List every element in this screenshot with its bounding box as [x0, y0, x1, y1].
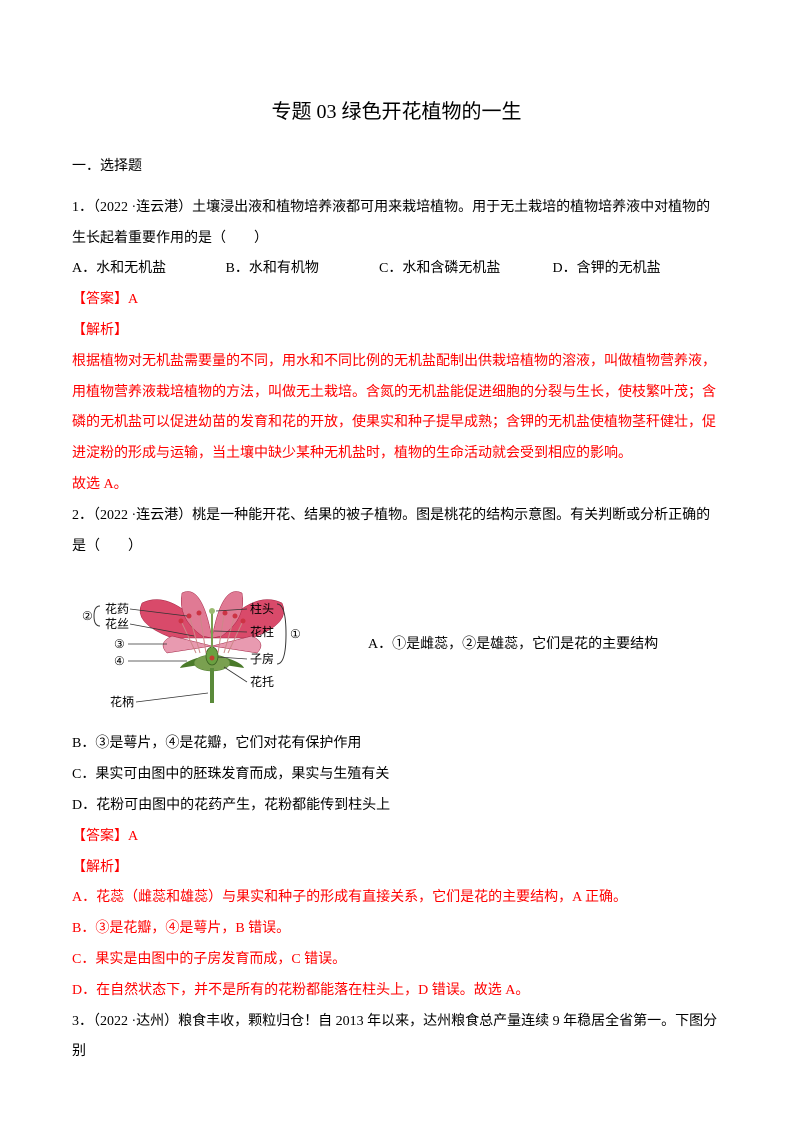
q2-stem: 2．（2022 ·连云港）桃是一种能开花、结果的被子植物。图是桃花的结构示意图。… — [72, 501, 721, 563]
label-circle-1: ① — [290, 627, 301, 641]
page-title: 专题 03 绿色开花植物的一生 — [72, 90, 721, 134]
q1-analysis-label: 【解析】 — [72, 316, 721, 347]
q2-analysisA: A．花蕊（雌蕊和雄蕊）与果实和种子的形成有直接关系，它们是花的主要结构，A 正确… — [72, 883, 721, 914]
q1-analysis-body: 根据植物对无机盐需要量的不同，用水和不同比例的无机盐配制出供栽培植物的溶液，叫做… — [72, 347, 721, 470]
q2-analysis-label: 【解析】 — [72, 853, 721, 884]
q1-optD: D．含钾的无机盐 — [553, 254, 661, 285]
q2-optC: C．果实可由图中的胚珠发育而成，果实与生殖有关 — [72, 760, 721, 791]
q2-analysisB: B．③是花瓣，④是萼片，B 错误。 — [72, 914, 721, 945]
label-4: ④ — [114, 654, 125, 668]
q1-optB: B．水和有机物 — [226, 254, 376, 285]
label-3: ③ — [114, 637, 125, 651]
label-style: 花柱 — [250, 624, 274, 639]
q2-optB: B．③是萼片，④是花瓣，它们对花有保护作用 — [72, 729, 721, 760]
flower-svg: ② 花药 花丝 ③ ④ 花柄 柱头 花柱 子房 ① 花托 — [72, 568, 352, 723]
label-pedicel: 花柄 — [110, 694, 134, 709]
q1-optC: C．水和含磷无机盐 — [379, 254, 549, 285]
q2-analysisC: C．果实是由图中的子房发育而成，C 错误。 — [72, 945, 721, 976]
q2-optD: D．花粉可由图中的花药产生，花粉都能传到柱头上 — [72, 791, 721, 822]
label-filament: 花丝 — [105, 616, 129, 631]
label-stigma: 柱头 — [250, 601, 274, 616]
q1-optA: A．水和无机盐 — [72, 254, 222, 285]
q1-conclusion: 故选 A。 — [72, 470, 721, 501]
label-circle-2: ② — [82, 609, 93, 623]
flower-diagram: ② 花药 花丝 ③ ④ 花柄 柱头 花柱 子房 ① 花托 — [72, 568, 352, 723]
q1-answer: 【答案】A — [72, 285, 721, 316]
q3-stem: 3．（2022 ·达州）粮食丰收，颗粒归仓！自 2013 年以来，达州粮食总产量… — [72, 1007, 721, 1069]
q2-answer: 【答案】A — [72, 822, 721, 853]
label-receptacle: 花托 — [250, 674, 274, 689]
q1-options: A．水和无机盐 B．水和有机物 C．水和含磷无机盐 D．含钾的无机盐 — [72, 254, 721, 285]
q2-analysisD: D．在自然状态下，并不是所有的花粉都能落在柱头上，D 错误。故选 A。 — [72, 976, 721, 1007]
q1-stem: 1．（2022 ·连云港）土壤浸出液和植物培养液都可用来栽培植物。用于无土栽培的… — [72, 193, 721, 255]
label-anther: 花药 — [105, 601, 129, 616]
label-ovary: 子房 — [250, 651, 274, 666]
section-header: 一．选择题 — [72, 152, 721, 183]
q2-figure-row: ② 花药 花丝 ③ ④ 花柄 柱头 花柱 子房 ① 花托 A．①是雌蕊，②是雄蕊… — [72, 568, 721, 723]
q2-optA: A．①是雌蕊，②是雄蕊，它们是花的主要结构 — [368, 630, 658, 661]
